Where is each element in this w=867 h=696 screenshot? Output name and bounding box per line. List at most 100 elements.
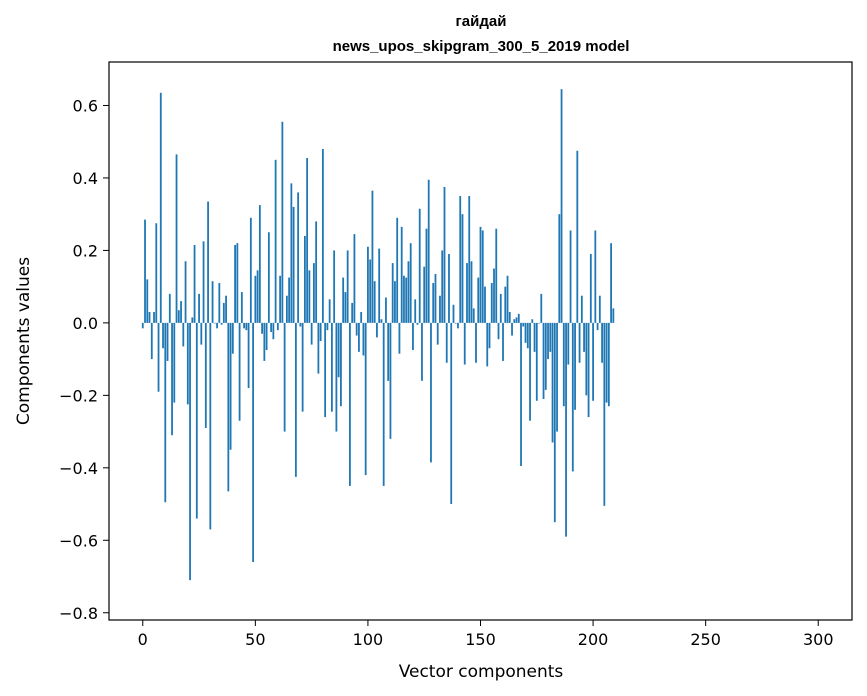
bar: [297, 192, 300, 323]
bar: [193, 244, 196, 323]
bar: [191, 317, 194, 323]
bar: [576, 150, 579, 323]
bar: [517, 313, 520, 323]
bar: [171, 322, 173, 436]
bar: [378, 248, 381, 323]
bar: [484, 286, 486, 323]
bar: [344, 292, 347, 323]
bar: [515, 317, 518, 323]
bar: [436, 322, 439, 345]
bar: [405, 277, 408, 323]
bar: [481, 230, 484, 323]
bar: [279, 275, 282, 323]
bar: [236, 243, 239, 323]
bar: [533, 322, 536, 352]
bar: [472, 308, 475, 323]
bar: [144, 219, 146, 323]
bar: [452, 304, 455, 323]
bar-series: [141, 89, 615, 581]
y-tick-label: −0.2: [59, 386, 98, 405]
bar: [243, 322, 245, 329]
bar: [222, 302, 225, 323]
bar: [486, 322, 489, 367]
bar: [542, 322, 545, 399]
bar: [146, 279, 149, 323]
bar: [439, 295, 441, 323]
bar: [162, 322, 164, 349]
bar: [292, 206, 295, 323]
bar: [342, 277, 345, 323]
bar: [558, 214, 561, 323]
bar: [306, 158, 309, 323]
bar: [249, 217, 252, 323]
y-tick-label: −0.6: [59, 531, 98, 550]
bar: [308, 270, 311, 323]
bar: [490, 283, 493, 323]
bar: [195, 322, 198, 519]
bar: [556, 322, 558, 432]
bar: [394, 281, 396, 323]
bar: [220, 322, 223, 325]
bar: [349, 322, 351, 486]
bar: [369, 259, 372, 323]
bar: [150, 322, 153, 360]
bar: [479, 226, 482, 323]
bar: [211, 281, 214, 323]
bar: [261, 322, 263, 334]
bar: [396, 217, 399, 323]
y-tick-label: 0.6: [73, 96, 98, 115]
bar: [508, 312, 511, 323]
bar: [607, 322, 610, 407]
bar: [524, 322, 527, 343]
bar: [585, 322, 588, 396]
bar: [553, 322, 556, 523]
bar: [276, 322, 279, 331]
bar: [326, 322, 329, 331]
bar: [400, 226, 403, 323]
bar: [454, 322, 457, 324]
bar: [245, 322, 248, 331]
bar: [520, 322, 522, 466]
bar: [270, 322, 273, 332]
bar: [457, 322, 459, 329]
bar: [317, 322, 320, 374]
bar: [389, 322, 392, 439]
bar: [159, 92, 162, 323]
bar: [461, 214, 464, 323]
bar: [180, 301, 182, 323]
bar: [538, 322, 540, 324]
bar: [301, 322, 304, 412]
y-tick-label: 0.0: [73, 314, 98, 333]
bar: [333, 250, 336, 323]
x-tick-label: 0: [138, 630, 148, 649]
x-tick-label: 200: [578, 630, 609, 649]
bar: [511, 322, 513, 336]
bar: [547, 322, 549, 360]
bar: [281, 121, 284, 323]
y-tick-label: −0.8: [59, 604, 98, 623]
bar: [495, 228, 498, 323]
bar: [254, 275, 257, 323]
bar: [601, 322, 603, 363]
bar: [166, 322, 169, 361]
bar: [290, 183, 293, 323]
bar: [459, 196, 462, 323]
bar: [551, 322, 554, 443]
bar: [312, 263, 315, 323]
bar: [468, 196, 471, 323]
bar: [488, 322, 491, 349]
x-axis-label: Vector components: [399, 662, 564, 682]
bar: [184, 261, 187, 323]
bar: [186, 322, 189, 405]
bar: [432, 283, 435, 323]
bar: [421, 322, 423, 381]
bar: [288, 277, 291, 323]
bar: [272, 322, 275, 340]
bar: [603, 322, 606, 506]
bar: [353, 234, 356, 323]
y-tick-label: −0.4: [59, 459, 98, 478]
bar: [337, 322, 340, 378]
bar: [531, 319, 534, 323]
bar: [540, 293, 543, 323]
